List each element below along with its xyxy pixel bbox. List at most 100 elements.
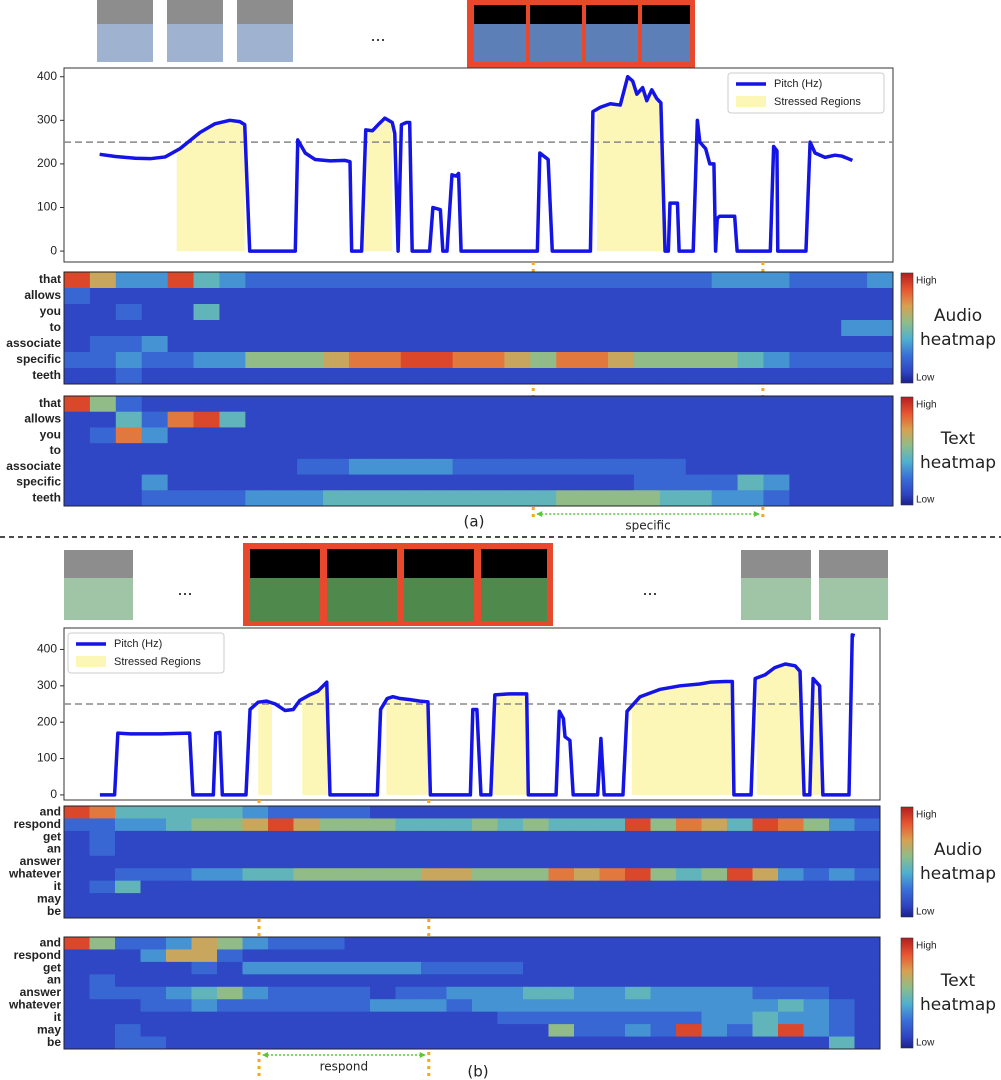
heatmap-cell — [219, 411, 246, 428]
heatmap-cell — [727, 880, 753, 894]
heatmap-cell — [293, 855, 320, 869]
heatmap-cell — [841, 288, 868, 305]
row-label: it — [54, 1010, 61, 1024]
heatmap-cell — [625, 1024, 651, 1038]
heatmap-cell — [676, 1036, 702, 1050]
heatmap-cell — [685, 304, 713, 321]
row-label: and — [40, 935, 61, 949]
heatmap-cell — [115, 1024, 141, 1038]
heatmap-cell — [504, 304, 531, 321]
colorbar-high: High — [916, 941, 937, 952]
heatmap-cell — [599, 999, 626, 1013]
row-label: and — [40, 804, 61, 818]
heatmap-cell — [574, 880, 600, 894]
colorbar-title: heatmap — [920, 330, 996, 350]
heatmap-cell — [815, 458, 842, 476]
heatmap-cell — [478, 368, 505, 385]
heatmap-cell — [530, 396, 557, 413]
heatmap-cell — [789, 336, 816, 353]
heatmap-cell — [421, 1036, 447, 1050]
heatmap-cell — [556, 336, 583, 353]
heatmap-cell — [242, 974, 269, 988]
heatmap-cell — [582, 272, 609, 289]
colorbar-high: High — [916, 810, 937, 821]
heatmap-cell — [115, 855, 141, 869]
heatmap-cell — [446, 830, 473, 844]
heatmap-cell — [89, 427, 117, 444]
row-label: whatever — [8, 867, 61, 881]
heatmap-cell — [523, 855, 549, 869]
heatmap-cell — [115, 893, 141, 907]
heatmap-cell — [789, 368, 816, 385]
y-tick-label: 100 — [37, 200, 57, 214]
heatmap-cell — [701, 974, 728, 988]
heatmap-cell — [497, 806, 524, 819]
heatmap-cell — [245, 336, 272, 353]
heatmap-cell — [608, 304, 635, 321]
heatmap-cell — [523, 1024, 549, 1038]
heatmap-cell — [426, 288, 454, 305]
heatmap-cell — [217, 961, 243, 975]
heatmap-cell — [711, 304, 739, 321]
heatmap-cell — [737, 490, 764, 507]
heatmap-cell — [219, 396, 246, 413]
stressed-region — [756, 664, 804, 795]
heatmap-cell — [140, 986, 167, 1000]
heatmap-cell — [64, 490, 91, 507]
heatmap-cell — [789, 396, 816, 413]
heatmap-cell — [556, 474, 583, 491]
heatmap-cell — [711, 411, 739, 428]
heatmap-cell — [803, 949, 830, 963]
heatmap-cell — [319, 818, 345, 832]
heatmap-cell — [574, 961, 600, 975]
heatmap-cell — [803, 974, 830, 988]
heatmap-cell — [400, 320, 428, 337]
heatmap-cell — [64, 443, 91, 460]
heatmap-cell — [803, 961, 830, 975]
heatmap-cell — [348, 336, 376, 353]
heatmap-cell — [344, 974, 371, 988]
heatmap-cell — [271, 490, 298, 507]
heatmap-cell — [815, 304, 842, 321]
heatmap-cell — [854, 1036, 881, 1050]
heatmap-cell — [89, 937, 116, 950]
heatmap-cell — [217, 905, 243, 919]
row-label: an — [47, 973, 61, 987]
heatmap-cell — [523, 999, 549, 1013]
heatmap-cell — [89, 905, 116, 919]
heatmap-cell — [763, 368, 790, 385]
heatmap-cell — [370, 843, 396, 857]
heatmap-cell — [676, 843, 702, 857]
heatmap-cell — [64, 288, 91, 305]
heatmap-cell — [633, 427, 661, 444]
heatmap-cell — [319, 1036, 345, 1050]
heatmap-cell — [789, 474, 816, 491]
heatmap-cell — [478, 474, 505, 491]
heatmap-cell — [166, 999, 192, 1013]
heatmap-cell — [370, 949, 396, 963]
heatmap-cell — [778, 1024, 804, 1038]
heatmap-cell — [193, 443, 220, 460]
heatmap-cell — [395, 986, 422, 1000]
heatmap-cell — [854, 974, 881, 988]
heatmap-cell — [867, 320, 894, 337]
heatmap-cell — [426, 368, 454, 385]
heatmap-cell — [400, 443, 428, 460]
heatmap-cell — [141, 443, 169, 460]
heatmap-cell — [504, 352, 531, 369]
heatmap-cell — [778, 806, 804, 819]
heatmap-cell — [650, 893, 677, 907]
heatmap-cell — [556, 288, 583, 305]
colorbar-low: Low — [916, 907, 935, 918]
heatmap-cell — [217, 868, 243, 882]
colorbar-title: Text — [940, 971, 976, 991]
heatmap-cell — [141, 304, 169, 321]
heatmap-cell — [242, 1036, 269, 1050]
heatmap-cell — [701, 818, 728, 832]
heatmap-cell — [711, 320, 739, 337]
heatmap-cell — [242, 999, 269, 1013]
colorbar-low: Low — [916, 373, 935, 384]
heatmap-cell — [556, 411, 583, 428]
heatmap-cell — [191, 974, 218, 988]
heatmap-cell — [548, 818, 575, 832]
